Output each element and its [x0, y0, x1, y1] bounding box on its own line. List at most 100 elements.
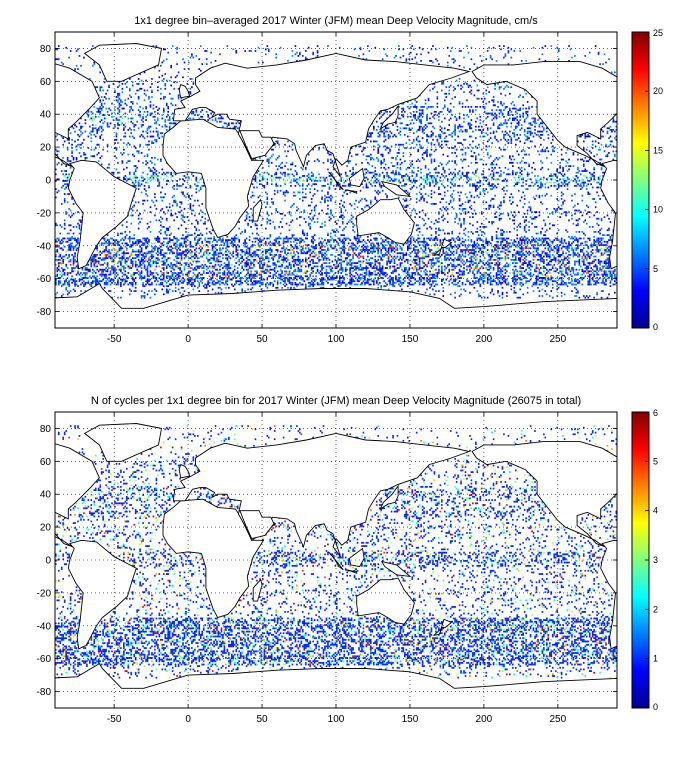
data-cell [520, 272, 523, 274]
data-cell [476, 260, 479, 263]
data-cell [115, 255, 118, 258]
data-cell [528, 260, 530, 263]
data-cell [593, 230, 595, 233]
data-cell [99, 268, 101, 271]
data-cell [429, 278, 431, 281]
data-cell [291, 235, 294, 238]
data-cell [520, 244, 523, 246]
data-cell [198, 234, 201, 237]
data-cell [194, 285, 196, 288]
data-cell [587, 280, 590, 283]
data-cell [174, 283, 177, 286]
data-cell [282, 258, 285, 261]
data-cell [318, 252, 320, 255]
data-cell [370, 263, 372, 266]
data-cell [321, 277, 323, 279]
data-cell [402, 270, 405, 273]
data-cell [146, 275, 149, 278]
data-cell [591, 252, 594, 255]
data-cell [361, 277, 363, 279]
data-cell [222, 240, 224, 243]
data-cell [365, 267, 368, 269]
data-cell [611, 240, 613, 243]
data-cell [57, 239, 60, 241]
data-cell [401, 288, 403, 291]
data-cell [324, 239, 326, 241]
data-cell [57, 252, 60, 255]
data-cell [489, 283, 492, 286]
data-cell [350, 281, 353, 284]
data-cell [56, 258, 59, 261]
data-cell [458, 273, 461, 276]
data-cell [275, 286, 277, 289]
data-cell [458, 268, 461, 271]
data-cell [346, 268, 348, 271]
data-cell [123, 239, 125, 241]
data-cell [211, 265, 214, 268]
data-cell [520, 240, 523, 243]
data-cell [386, 260, 388, 263]
data-cell [213, 272, 215, 274]
data-cell [597, 262, 600, 265]
data-cell [460, 293, 462, 296]
data-cell [186, 278, 189, 281]
data-cell [195, 247, 198, 250]
data-cell [164, 230, 167, 233]
data-cell [128, 230, 131, 233]
data-cell [143, 295, 146, 297]
data-cell [262, 267, 264, 269]
data-cell [57, 237, 60, 240]
data-cell [423, 237, 425, 240]
data-cell [406, 242, 409, 245]
data-cell [580, 237, 582, 240]
data-cell [68, 237, 70, 240]
data-cell [223, 273, 226, 276]
data-cell [368, 252, 371, 255]
data-cell [548, 254, 551, 256]
data-cell [365, 270, 368, 273]
data-cell [377, 270, 380, 273]
data-cell [611, 239, 613, 241]
data-cell [593, 275, 595, 278]
data-cell [464, 239, 467, 241]
data-cell [216, 281, 218, 284]
data-cell [590, 242, 593, 245]
data-cell [260, 273, 263, 276]
data-cell [102, 278, 104, 281]
data-cell [214, 263, 217, 266]
data-cell [414, 240, 417, 243]
data-cell [266, 286, 269, 289]
data-cell [294, 281, 297, 284]
data-cell [446, 263, 449, 266]
data-cell [596, 239, 598, 241]
data-cell [319, 280, 322, 283]
data-cell [117, 250, 119, 253]
data-cell [291, 249, 294, 251]
data-cell [74, 255, 76, 258]
data-cell [293, 240, 295, 243]
data-cell [516, 281, 519, 284]
data-cell [353, 247, 356, 250]
data-cell [232, 245, 235, 248]
data-cell [550, 260, 553, 263]
data-cell [204, 250, 206, 253]
data-cell [161, 242, 164, 245]
data-cell [585, 250, 588, 253]
data-cell [514, 257, 517, 260]
data-cell [118, 268, 121, 271]
data-cell [185, 255, 187, 258]
data-cell [69, 247, 72, 250]
data-cell [62, 273, 65, 276]
data-cell [395, 270, 397, 273]
data-cell [260, 239, 263, 241]
data-cell [201, 267, 204, 269]
data-cell [130, 262, 133, 265]
data-cell [551, 286, 554, 289]
data-cell [316, 283, 319, 286]
data-cell [349, 272, 351, 274]
data-cell [441, 280, 443, 283]
data-cell [330, 239, 332, 241]
data-cell [483, 275, 486, 278]
data-cell [319, 250, 322, 253]
data-cell [226, 268, 229, 271]
